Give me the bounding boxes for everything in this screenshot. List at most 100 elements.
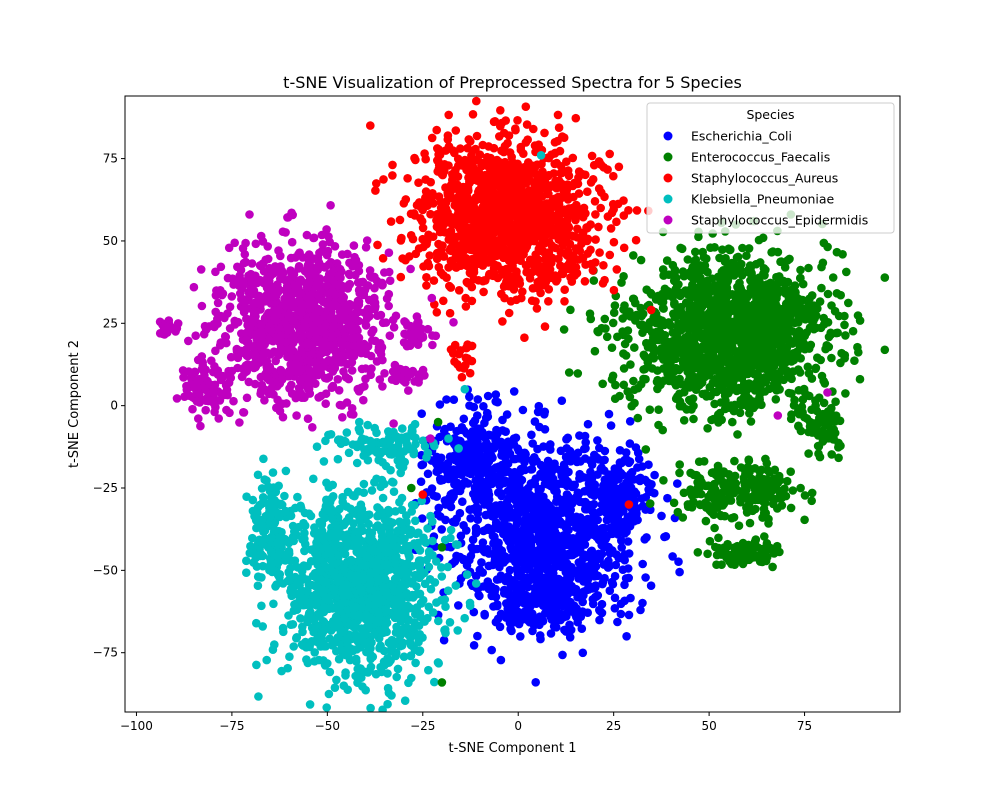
scatter-point [559, 467, 568, 477]
scatter-point [796, 483, 805, 493]
scatter-point [644, 319, 654, 329]
scatter-point [637, 311, 646, 321]
scatter-point [700, 372, 709, 382]
scatter-point [600, 455, 609, 465]
scatter-point [823, 411, 832, 421]
scatter-point [436, 476, 445, 485]
scatter-point [437, 525, 447, 534]
scatter-point [574, 189, 584, 198]
scatter-point [807, 317, 817, 326]
scatter-point [598, 379, 607, 389]
scatter-point [453, 457, 463, 467]
scatter-point [726, 488, 736, 498]
scatter-point [496, 106, 505, 115]
scatter-point [533, 255, 543, 264]
scatter-point [633, 463, 642, 472]
scatter-point [478, 538, 488, 547]
scatter-point [714, 543, 724, 553]
scatter-point [530, 583, 539, 593]
scatter-point [465, 401, 474, 410]
scatter-point [503, 459, 513, 469]
scatter-point [767, 248, 776, 257]
scatter-point [648, 364, 657, 373]
scatter-point [717, 267, 727, 277]
scatter-point [607, 375, 617, 384]
scatter-point [582, 223, 591, 232]
scatter-point [495, 502, 505, 511]
scatter-point [460, 155, 470, 165]
scatter-point [417, 409, 427, 419]
scatter-point [590, 558, 600, 567]
scatter-point [434, 503, 444, 513]
scatter-point [446, 502, 456, 512]
scatter-point [531, 678, 540, 687]
scatter-point [730, 456, 739, 466]
scatter-point [629, 376, 638, 386]
scatter-point [616, 609, 626, 619]
scatter-point [579, 203, 589, 213]
scatter-point [617, 543, 626, 552]
scatter-point [432, 125, 442, 135]
scatter-point [621, 574, 631, 583]
scatter-point [619, 485, 628, 495]
scatter-point [687, 503, 697, 512]
scatter-point [629, 294, 639, 304]
scatter-point [724, 244, 733, 253]
scatter-point [527, 554, 537, 563]
scatter-point [624, 549, 634, 558]
scatter-point [518, 287, 527, 296]
scatter-point [436, 203, 446, 213]
scatter-point [642, 533, 651, 542]
scatter-point [587, 151, 597, 161]
scatter-point [817, 371, 827, 381]
scatter-point [823, 289, 833, 299]
scatter-point [480, 418, 489, 428]
scatter-point [677, 320, 687, 330]
scatter-point [837, 348, 846, 358]
scatter-point [523, 485, 532, 494]
scatter-point [784, 388, 794, 398]
scatter-point [515, 477, 525, 487]
scatter-point [780, 263, 790, 272]
scatter-point [775, 331, 785, 340]
scatter-point [770, 351, 779, 361]
scatter-point [773, 285, 783, 294]
scatter-point [471, 476, 481, 485]
scatter-point [636, 320, 645, 330]
scatter-point [513, 116, 522, 125]
scatter-point [515, 467, 525, 477]
scatter-point [721, 378, 730, 388]
scatter-point [551, 602, 561, 612]
scatter-point [469, 268, 479, 277]
scatter-point [435, 227, 445, 237]
scatter-point [530, 453, 539, 462]
scatter-point [567, 265, 577, 275]
scatter-point [535, 620, 544, 630]
scatter-point [789, 355, 799, 365]
scatter-point [499, 231, 509, 240]
scatter-point [645, 499, 655, 508]
scatter-point [459, 521, 468, 530]
scatter-point [444, 474, 453, 484]
scatter-point [439, 296, 448, 306]
scatter-point [444, 161, 453, 170]
scatter-point [444, 110, 454, 120]
scatter-point [466, 432, 476, 442]
scatter-point [602, 332, 612, 342]
scatter-point [471, 523, 481, 533]
scatter-point [559, 460, 569, 470]
scatter-point [491, 522, 501, 531]
scatter-point [513, 512, 522, 522]
scatter-point [432, 492, 442, 501]
scatter-point [467, 543, 477, 552]
scatter-point [465, 451, 475, 461]
scatter-point [771, 395, 781, 404]
scatter-point [466, 514, 475, 523]
scatter-point [629, 517, 639, 526]
scatter-point [609, 171, 618, 181]
scatter-point [742, 304, 751, 313]
scatter-point [727, 270, 737, 280]
scatter-point [600, 504, 610, 514]
scatter-point [823, 242, 832, 252]
scatter-point [533, 407, 543, 417]
